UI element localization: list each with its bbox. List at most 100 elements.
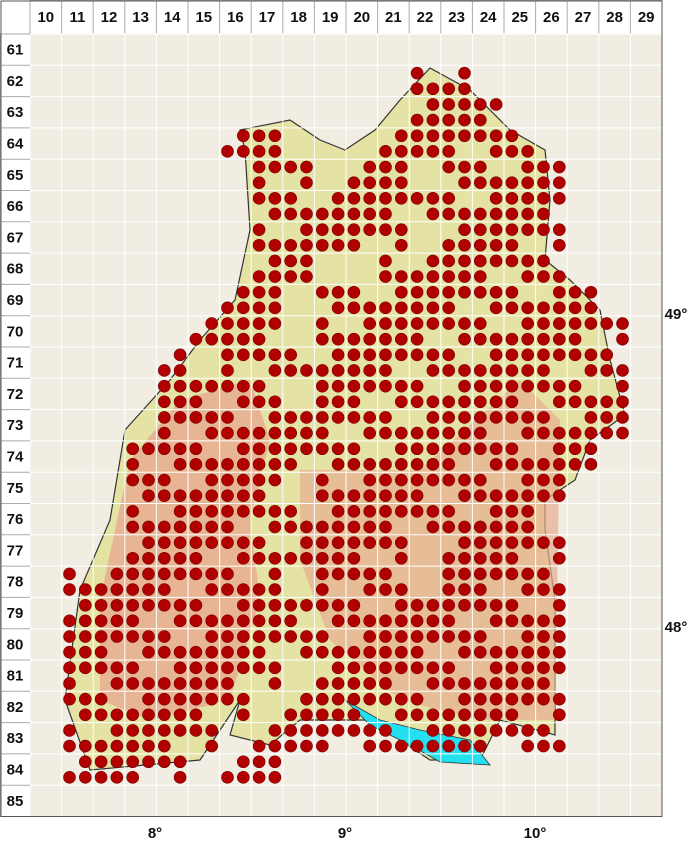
occurrence-dot (347, 614, 361, 628)
occurrence-dot (284, 238, 298, 252)
occurrence-dot (331, 567, 345, 581)
occurrence-dot (600, 411, 614, 424)
occurrence-dot (331, 598, 345, 612)
occurrence-dot (537, 567, 550, 581)
occurrence-dot (79, 692, 92, 706)
occurrence-dot (426, 254, 440, 268)
occurrence-dot (505, 692, 519, 706)
occurrence-dot (110, 724, 124, 737)
occurrence-dot (205, 473, 218, 487)
occurrence-dot (300, 207, 313, 221)
occurrence-dot (552, 270, 566, 283)
row-label: 80 (7, 636, 24, 653)
occurrence-dot (331, 238, 345, 252)
occurrence-dot (458, 82, 471, 96)
occurrence-dot (521, 614, 535, 628)
occurrence-dot (616, 411, 629, 424)
occurrence-dot (268, 677, 282, 690)
occurrence-dot (489, 98, 503, 111)
occurrence-dot (300, 270, 313, 283)
occurrence-dot (205, 379, 218, 393)
occurrence-dot (173, 551, 187, 565)
occurrence-dot (537, 692, 550, 706)
occurrence-dot (458, 270, 471, 283)
occurrence-dot (394, 583, 408, 596)
occurrence-dot (300, 598, 313, 612)
occurrence-dot (173, 505, 187, 518)
occurrence-dot (505, 551, 519, 565)
occurrence-dot (79, 708, 92, 722)
occurrence-dot (189, 645, 203, 659)
occurrence-dot (205, 661, 218, 675)
occurrence-dot (442, 708, 456, 722)
occurrence-dot (126, 567, 139, 581)
occurrence-dot (458, 536, 471, 549)
occurrence-dot (158, 426, 171, 440)
occurrence-dot (142, 598, 155, 612)
occurrence-dot (268, 254, 282, 268)
occurrence-dot (394, 238, 408, 252)
occurrence-dot (315, 739, 329, 753)
occurrence-dot (489, 411, 503, 424)
occurrence-dot (173, 661, 187, 675)
occurrence-dot (379, 411, 392, 424)
occurrence-dot (189, 708, 203, 722)
occurrence-dot (410, 692, 424, 706)
occurrence-dot (173, 411, 187, 424)
occurrence-dot (521, 270, 535, 283)
occurrence-dot (221, 645, 234, 659)
occurrence-dot (237, 379, 250, 393)
occurrence-dot (237, 536, 250, 549)
occurrence-dot (410, 739, 424, 753)
occurrence-dot (347, 301, 361, 315)
occurrence-dot (252, 270, 266, 283)
occurrence-dot (363, 505, 377, 518)
occurrence-dot (331, 692, 345, 706)
occurrence-dot (268, 442, 282, 456)
column-label: 14 (164, 9, 181, 26)
occurrence-dot (331, 192, 345, 205)
occurrence-dot (505, 489, 519, 502)
occurrence-dot (426, 129, 440, 143)
occurrence-dot (347, 536, 361, 549)
occurrence-dot (79, 598, 92, 612)
occurrence-dot (252, 317, 266, 330)
column-label: 18 (290, 9, 307, 26)
occurrence-dot (173, 395, 187, 409)
latitude-label: 48° (665, 619, 688, 636)
occurrence-dot (426, 207, 440, 221)
occurrence-dot (521, 192, 535, 205)
occurrence-dot (379, 426, 392, 440)
occurrence-dot (126, 630, 139, 643)
occurrence-dot (489, 129, 503, 143)
occurrence-dot (442, 739, 456, 753)
occurrence-dot (537, 348, 550, 362)
occurrence-dot (63, 630, 76, 643)
occurrence-dot (347, 332, 361, 346)
row-label: 78 (7, 574, 24, 591)
occurrence-dot (426, 708, 440, 722)
occurrence-dot (521, 145, 535, 158)
occurrence-dot (379, 645, 392, 659)
occurrence-dot (158, 520, 171, 534)
occurrence-dot (268, 520, 282, 534)
occurrence-dot (458, 677, 471, 690)
occurrence-dot (252, 473, 266, 487)
occurrence-dot (505, 708, 519, 722)
occurrence-dot (489, 614, 503, 628)
occurrence-dot (426, 348, 440, 362)
occurrence-dot (158, 739, 171, 753)
occurrence-dot (173, 708, 187, 722)
occurrence-dots (63, 66, 629, 784)
occurrence-dot (394, 598, 408, 612)
latitude-label: 49° (665, 306, 688, 323)
occurrence-dot (394, 285, 408, 299)
occurrence-dot (568, 426, 582, 440)
occurrence-dot (426, 724, 440, 737)
row-label: 64 (7, 136, 24, 153)
occurrence-dot (315, 677, 329, 690)
occurrence-dot (363, 348, 377, 362)
occurrence-dot (458, 364, 471, 377)
occurrence-dot (521, 458, 535, 471)
